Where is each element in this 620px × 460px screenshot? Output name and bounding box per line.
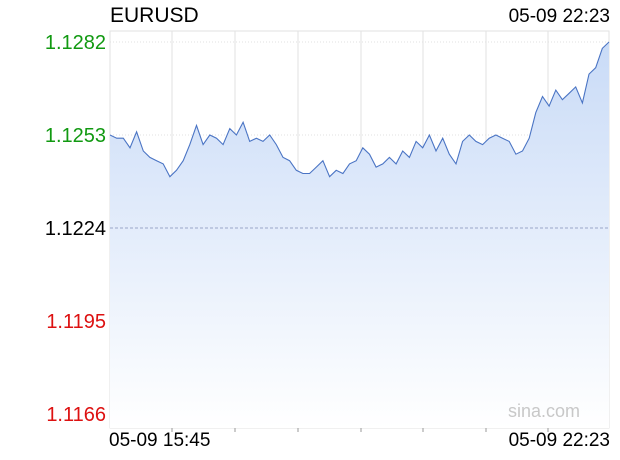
latest-timestamp: 05-09 22:23 (508, 6, 610, 27)
y-axis-labels: 1.1282 1.1253 1.1224 1.1195 1.1166 (45, 32, 106, 426)
y-tick-label-4: 1.1166 (46, 404, 106, 426)
symbol-title: EURUSD (110, 4, 199, 27)
price-area-fill (110, 42, 609, 428)
y-tick-label-3: 1.1195 (46, 311, 106, 333)
y-tick-label-1: 1.1253 (45, 125, 106, 147)
y-tick-label-2: 1.1224 (45, 218, 106, 240)
y-tick-label-0: 1.1282 (45, 32, 106, 54)
price-line (109, 41, 610, 178)
x-label-end: 05-09 22:23 (508, 430, 610, 451)
watermark: sina.com (508, 401, 581, 421)
x-label-start: 05-09 15:45 (109, 430, 211, 451)
